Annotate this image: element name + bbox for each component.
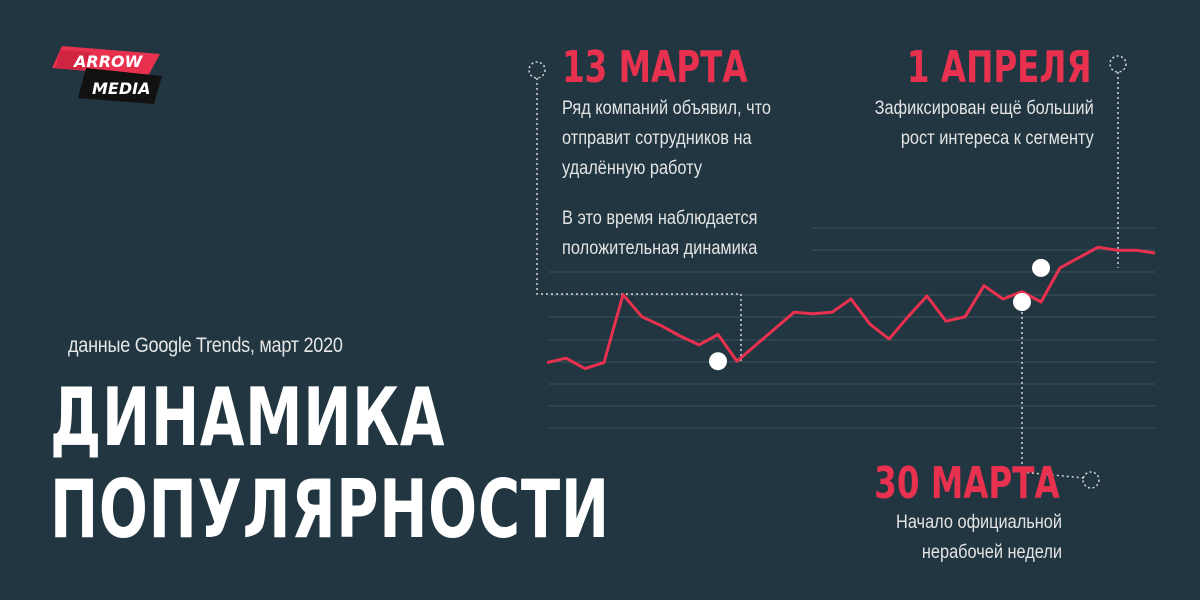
connector-ring xyxy=(1082,471,1100,489)
annotation-line: положительная динамика xyxy=(562,238,758,259)
annotation-line: отправит сотрудников на xyxy=(562,128,752,149)
annotation-line: удалённую работу xyxy=(562,158,702,179)
logo-text-media: MEDIA xyxy=(92,79,150,98)
trend-point-marker xyxy=(1032,258,1050,277)
page-title-line-2: ПОПУЛЯРНОСТИ xyxy=(50,463,610,556)
logo-text-arrow: ARROW xyxy=(72,52,144,71)
annotation-line: рост интереса к сегменту xyxy=(901,128,1094,149)
annotation-date-march-13: 13 МАРТА xyxy=(562,42,748,93)
trend-markers xyxy=(709,258,1050,371)
trend-point-marker xyxy=(1013,293,1031,311)
connector-ring xyxy=(1109,55,1127,73)
annotation-connectors xyxy=(528,55,1127,489)
trend-series-line xyxy=(546,245,1156,371)
annotation-line: В это время наблюдается xyxy=(562,208,758,229)
annotation-spacer xyxy=(562,184,771,204)
trend-point-marker xyxy=(709,352,727,371)
connector-line xyxy=(1021,301,1085,479)
annotation-line: нерабочей недели xyxy=(921,542,1062,563)
annotation-line: Начало официальной xyxy=(896,512,1062,533)
connector-ring xyxy=(528,61,546,79)
annotation-text-march-30: Начало официальной нерабочей недели xyxy=(896,508,1062,568)
page-title-line-1: ДИНАМИКА xyxy=(50,371,446,464)
grid-lines xyxy=(549,227,1155,429)
annotation-text-march-13: Ряд компаний объявил, что отправит сотру… xyxy=(562,94,771,264)
annotation-date-april-1: 1 АПРЕЛЯ xyxy=(907,42,1092,93)
annotation-date-march-30: 30 МАРТА xyxy=(874,458,1060,509)
source-note: данные Google Trends, март 2020 xyxy=(68,334,343,357)
arrow-media-logo: ARROW MEDIA xyxy=(52,46,162,104)
annotation-line: Ряд компаний объявил, что xyxy=(562,98,771,119)
annotation-line: Зафиксирован ещё больший xyxy=(874,98,1094,119)
annotation-text-april-1: Зафиксирован ещё больший рост интереса к… xyxy=(875,94,1094,154)
